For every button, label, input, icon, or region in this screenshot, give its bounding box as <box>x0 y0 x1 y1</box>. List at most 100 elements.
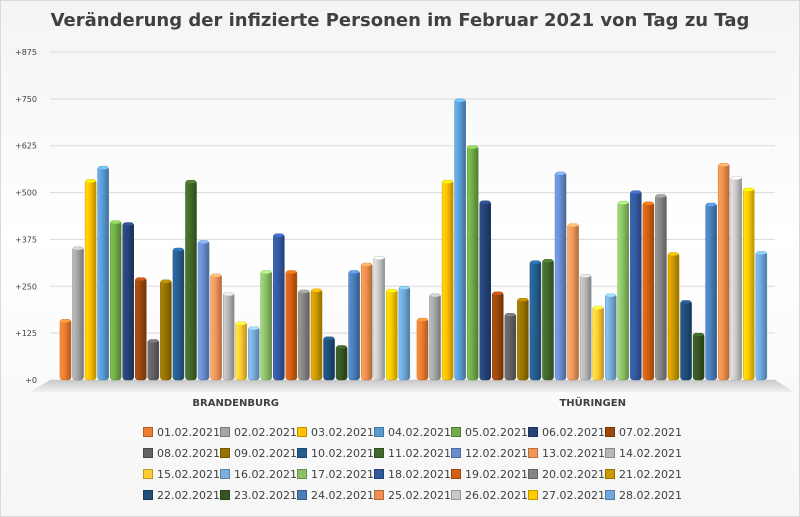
bar-top <box>273 233 284 237</box>
legend-swatch <box>220 448 230 458</box>
category-label: THÜRINGEN <box>559 395 626 409</box>
bar <box>504 313 517 381</box>
bar-top <box>706 202 717 207</box>
legend-swatch <box>451 427 461 437</box>
y-axis: +0 +125 +250 +375 +500 +625 +750 +875 <box>15 48 37 385</box>
legend-swatch <box>605 469 615 479</box>
bar-top <box>555 171 566 176</box>
bar <box>335 345 348 381</box>
bar <box>492 291 504 381</box>
bar <box>617 200 630 381</box>
bar-top <box>198 240 209 244</box>
legend-item: 28.02.2021 <box>605 487 682 503</box>
legend-label: 22.02.2021 <box>157 488 220 502</box>
legend-label: 14.02.2021 <box>619 446 682 460</box>
legend-item: 07.02.2021 <box>605 424 682 440</box>
bar-top <box>530 260 541 264</box>
legend-item: 14.02.2021 <box>605 445 682 461</box>
bar <box>416 317 429 381</box>
legend-label: 08.02.2021 <box>157 446 220 460</box>
bar <box>454 98 466 381</box>
legend-swatch <box>528 448 538 458</box>
legend-item: 27.02.2021 <box>528 487 605 503</box>
bar-top <box>580 274 591 278</box>
legend-item: 02.02.2021 <box>220 424 297 440</box>
legend-item: 06.02.2021 <box>528 424 605 440</box>
bar <box>310 288 323 381</box>
bar <box>348 270 360 381</box>
legend-swatch <box>297 448 307 458</box>
bar-top <box>681 300 692 304</box>
legend-label: 13.02.2021 <box>542 446 605 460</box>
bar-top <box>543 259 553 263</box>
bar-top <box>324 336 335 340</box>
bar <box>680 300 692 381</box>
bar <box>235 321 247 381</box>
legend-label: 16.02.2021 <box>234 467 297 481</box>
y-tick-label: +500 <box>15 189 37 198</box>
bar-top <box>148 339 159 343</box>
legend-label: 07.02.2021 <box>619 425 682 439</box>
bar <box>360 262 373 381</box>
legend-item: 19.02.2021 <box>451 466 528 482</box>
legend-label: 09.02.2021 <box>234 446 297 460</box>
bar <box>323 336 335 381</box>
bar <box>466 145 479 381</box>
legend-item: 22.02.2021 <box>143 487 220 503</box>
bar-top <box>568 223 579 227</box>
legend-item: 09.02.2021 <box>220 445 297 461</box>
bar-top <box>361 262 372 267</box>
bar <box>386 289 398 381</box>
bar-top <box>605 293 616 297</box>
legend-swatch <box>220 469 230 479</box>
bar <box>667 252 680 381</box>
legend-label: 12.02.2021 <box>465 446 528 460</box>
legend-swatch <box>451 448 461 458</box>
legend-item: 25.02.2021 <box>374 487 451 503</box>
chart-floor <box>30 380 795 392</box>
bar-top <box>223 292 234 296</box>
legend-label: 17.02.2021 <box>311 467 374 481</box>
bar <box>109 220 122 381</box>
legend-item: 16.02.2021 <box>220 466 297 482</box>
bar-top <box>386 289 397 293</box>
bar-top <box>492 291 503 296</box>
legend-item: 21.02.2021 <box>605 466 682 482</box>
legend-item: 18.02.2021 <box>374 466 451 482</box>
legend-swatch <box>528 490 538 500</box>
legend-label: 20.02.2021 <box>542 467 605 481</box>
legend-label: 05.02.2021 <box>465 425 528 439</box>
bar <box>172 247 185 381</box>
legend-swatch <box>605 448 615 458</box>
bar <box>197 240 210 381</box>
legend-swatch <box>143 490 153 500</box>
legend-swatch <box>143 448 153 458</box>
legend-swatch <box>451 490 461 500</box>
y-tick-label: +125 <box>15 329 37 338</box>
bar <box>517 298 529 381</box>
legend-item: 05.02.2021 <box>451 424 528 440</box>
bar-top <box>73 246 84 251</box>
legend-item: 04.02.2021 <box>374 424 451 440</box>
bar <box>630 190 642 381</box>
bar-top <box>173 247 184 252</box>
legend-item: 26.02.2021 <box>451 487 528 503</box>
bar-top <box>286 270 297 274</box>
legend-swatch <box>143 427 153 437</box>
legend-item: 13.02.2021 <box>528 445 605 461</box>
gridlines <box>50 51 775 381</box>
y-tick-label: +375 <box>15 235 37 244</box>
legend-label: 04.02.2021 <box>388 425 451 439</box>
bar <box>542 259 554 381</box>
chart-title: Veränderung der infizierte Personen im F… <box>50 10 750 31</box>
bar-top <box>110 220 121 224</box>
bar <box>373 256 385 381</box>
legend-label: 27.02.2021 <box>542 488 605 502</box>
bar-top <box>85 179 96 183</box>
legend-swatch <box>297 490 307 500</box>
bar <box>260 270 273 381</box>
legend-swatch <box>220 427 230 437</box>
bar-top <box>643 201 654 206</box>
legend-swatch <box>528 427 538 437</box>
